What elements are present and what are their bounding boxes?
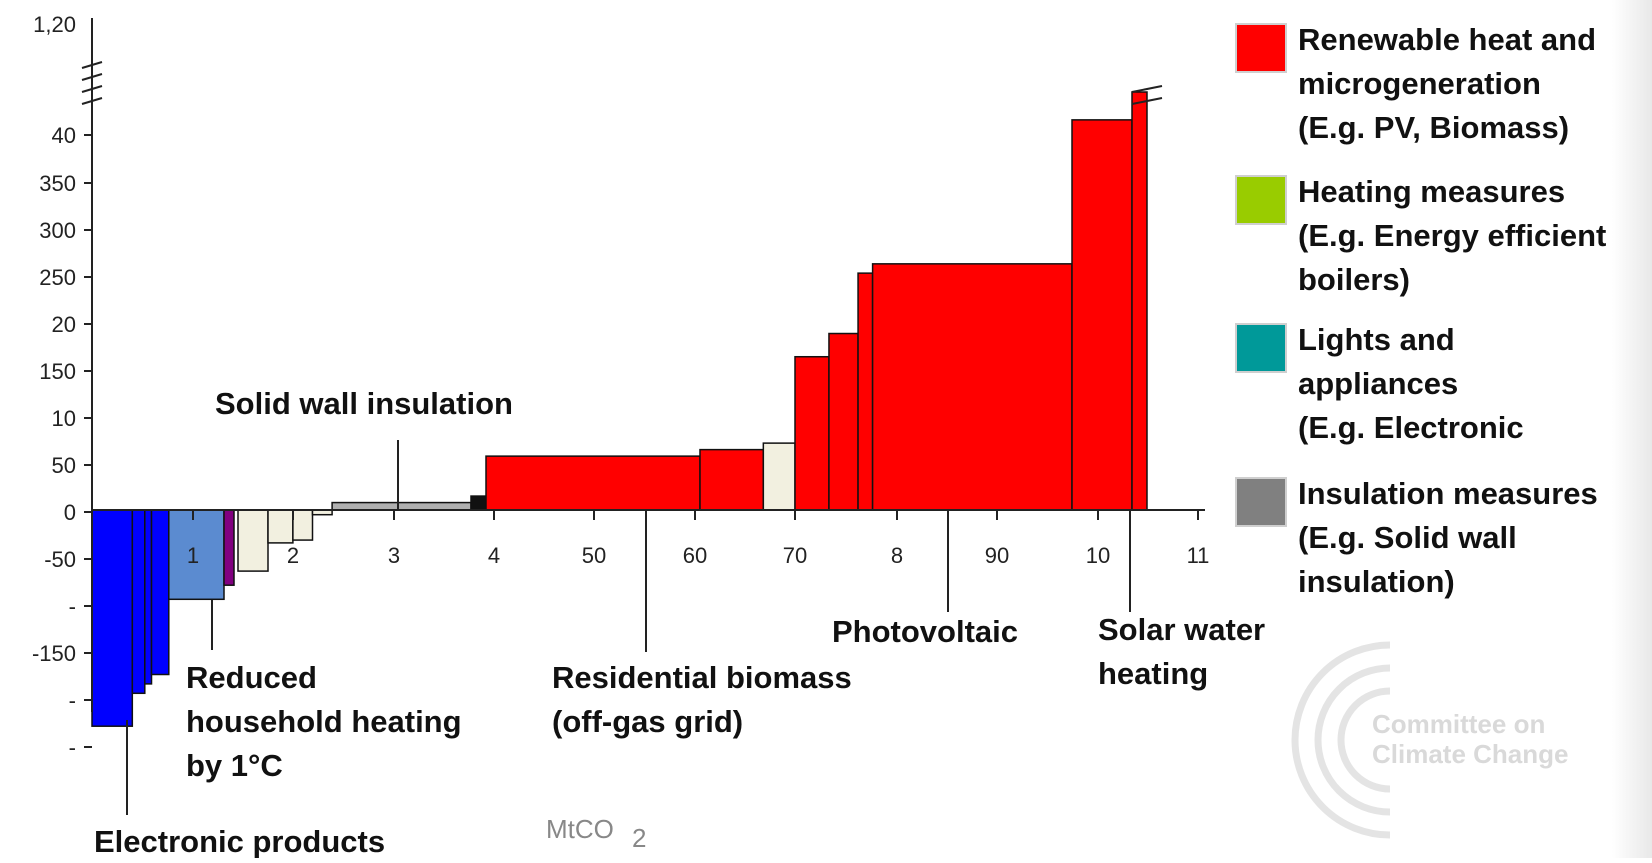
watermark-line2: Climate Change bbox=[1372, 739, 1569, 769]
annotation-solar-water-line2: heating bbox=[1098, 656, 1208, 691]
mac-bar-5 bbox=[223, 509, 235, 586]
mac-bar-17 bbox=[857, 272, 874, 511]
watermark-line1: Committee on bbox=[1372, 709, 1545, 739]
mac-bar-15 bbox=[794, 355, 830, 511]
legend-label-1-line1: (E.g. Energy efficient bbox=[1298, 218, 1606, 253]
x-tick-label: 50 bbox=[582, 543, 606, 568]
annotation-biomass-line1: Residential biomass bbox=[552, 660, 852, 695]
x-axis-label-subscript: 2 bbox=[632, 823, 646, 853]
y-tick-label: - bbox=[69, 688, 76, 713]
x-tick-label: 10 bbox=[1086, 543, 1110, 568]
mac-bar-11 bbox=[470, 495, 487, 511]
ccc-logo-arcs bbox=[1291, 641, 1391, 839]
x-axis-unit-label: MtCO 2 bbox=[546, 814, 646, 853]
y-tick-label: 40 bbox=[52, 123, 76, 148]
x-tick-label: 8 bbox=[891, 543, 903, 568]
mac-bar-19 bbox=[1071, 119, 1133, 511]
x-tick-label: 1 bbox=[187, 543, 199, 568]
annotation-electronic-products: Electronic products bbox=[94, 824, 385, 858]
y-tick-label: -150 bbox=[32, 641, 76, 666]
legend-label-1-line2: boilers) bbox=[1298, 262, 1410, 297]
y-tick-label: 50 bbox=[52, 453, 76, 478]
y-tick-label: 10 bbox=[52, 406, 76, 431]
legend-label-0-line1: microgeneration bbox=[1298, 66, 1541, 101]
x-tick-label: 2 bbox=[287, 543, 299, 568]
annotation-leader-lines bbox=[126, 440, 1131, 815]
x-tick-label: 60 bbox=[683, 543, 707, 568]
legend-swatch-3 bbox=[1235, 477, 1287, 527]
mac-bar-3 bbox=[150, 509, 170, 676]
y-axis-break-mark bbox=[81, 61, 103, 105]
mac-bar-1 bbox=[131, 509, 146, 695]
legend-swatch-2 bbox=[1235, 323, 1287, 373]
x-tick-label: 4 bbox=[488, 543, 500, 568]
y-tick-label: 0 bbox=[64, 500, 76, 525]
legend-label-0-line0: Renewable heat and bbox=[1298, 22, 1596, 57]
annotation-reduced-heating-line3: by 1°C bbox=[186, 748, 283, 783]
legend: Renewable heat and microgeneration (E.g. P… bbox=[1235, 22, 1606, 599]
mac-bar-12 bbox=[485, 455, 701, 511]
annotation-solar-water-line1: Solar water bbox=[1098, 612, 1265, 647]
right-edge-shadow bbox=[1612, 0, 1652, 858]
mac-bar-16 bbox=[828, 332, 859, 511]
mac-bar-0 bbox=[91, 509, 134, 727]
y-tick-label: - bbox=[69, 594, 76, 619]
mac-bar-7 bbox=[267, 509, 294, 544]
y-tick-label: 250 bbox=[39, 265, 76, 290]
y-tick-label: 350 bbox=[39, 171, 76, 196]
legend-swatch-1 bbox=[1235, 175, 1287, 225]
mac-bar-14 bbox=[762, 442, 796, 511]
y-tick-label: 150 bbox=[39, 359, 76, 384]
legend-label-3-line2: insulation) bbox=[1298, 564, 1455, 599]
x-tick-label: 11 bbox=[1187, 543, 1210, 568]
mac-bar-13 bbox=[699, 448, 765, 511]
x-ticks: 1 2 3 4 50 60 70 8 90 10 11 bbox=[91, 510, 1210, 568]
mac-bar-8 bbox=[292, 509, 314, 541]
ccc-watermark: Committee on Climate Change bbox=[1291, 641, 1569, 839]
annotation-reduced-heating-line2: household heating bbox=[186, 704, 462, 739]
y-tick-label: -50 bbox=[44, 547, 76, 572]
legend-label-1-line0: Heating measures bbox=[1298, 174, 1565, 209]
y-tick-label: - bbox=[69, 735, 76, 760]
legend-label-2-line0: Lights and bbox=[1298, 322, 1455, 357]
y-tick-label: 20 bbox=[52, 312, 76, 337]
legend-label-2-line1: appliances bbox=[1298, 366, 1458, 401]
y-tick-label: 300 bbox=[39, 218, 76, 243]
legend-swatch-0 bbox=[1235, 23, 1287, 73]
legend-label-0-line2: (E.g. PV, Biomass) bbox=[1298, 110, 1569, 145]
mac-bar-2 bbox=[144, 509, 153, 685]
annotation-biomass-line2: (off-gas grid) bbox=[552, 704, 743, 739]
annotation-solid-wall-insulation: Solid wall insulation bbox=[215, 386, 513, 421]
legend-label-2-line2: (E.g. Electronic bbox=[1298, 410, 1524, 445]
legend-label-3-line0: Insulation measures bbox=[1298, 476, 1598, 511]
annotation-photovoltaic: Photovoltaic bbox=[832, 614, 1018, 649]
x-tick-label: 70 bbox=[783, 543, 807, 568]
legend-label-3-line1: (E.g. Solid wall bbox=[1298, 520, 1517, 555]
mac-bar-6 bbox=[237, 509, 269, 572]
bar-break-mark bbox=[1131, 85, 1163, 105]
x-tick-label: 3 bbox=[388, 543, 400, 568]
mac-bar-20 bbox=[1131, 91, 1148, 511]
x-tick-label: 90 bbox=[985, 543, 1009, 568]
mac-bar-18 bbox=[871, 263, 1073, 511]
x-axis-label: MtCO bbox=[546, 814, 614, 844]
bars-layer bbox=[91, 91, 1148, 727]
y-tick-label: 1,20 bbox=[33, 12, 76, 37]
annotation-reduced-heating-line1: Reduced bbox=[186, 660, 317, 695]
annotations: Solid wall insulation Reduced household … bbox=[94, 386, 1265, 859]
axes-layer bbox=[81, 18, 1205, 712]
mac-bar-10 bbox=[331, 501, 472, 511]
mac-bar-4 bbox=[168, 509, 225, 601]
y-ticks: 1,20 40 350 300 250 20 150 10 50 0 -50 - -150 - - bbox=[32, 12, 92, 760]
